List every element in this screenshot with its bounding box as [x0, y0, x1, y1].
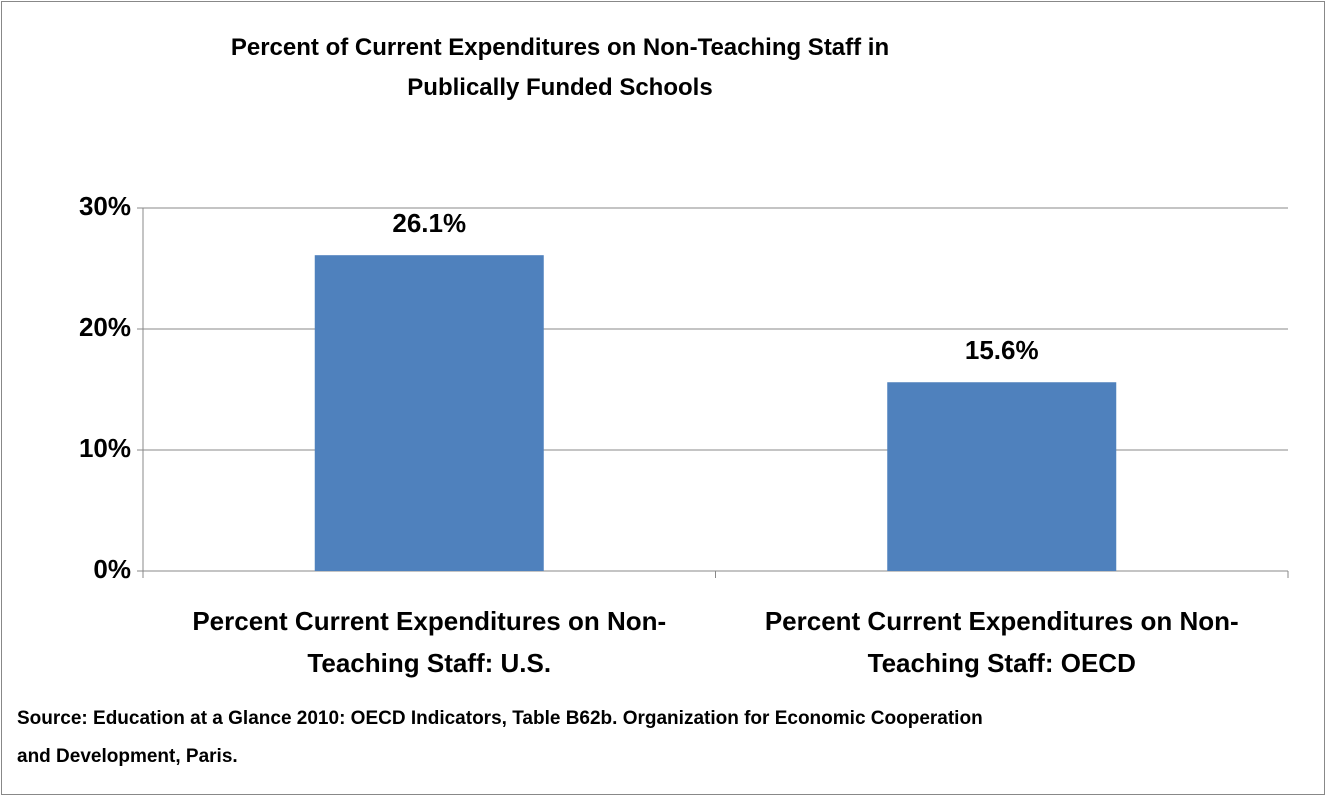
y-tick-label: 10% [79, 433, 131, 463]
bar [314, 255, 544, 571]
chart-title: Percent of Current Expenditures on Non-T… [230, 34, 890, 101]
value-label: 26.1% [392, 208, 466, 238]
y-tick-label: 20% [79, 312, 131, 342]
y-tick-label: 0% [93, 554, 131, 584]
x-tick-label: Percent Current Expenditures on Non-Teac… [192, 606, 667, 678]
source-note: Source: Education at a Glance 2010: OECD… [17, 708, 983, 767]
x-tick-label: Percent Current Expenditures on Non-Teac… [764, 606, 1239, 678]
value-label: 15.6% [965, 335, 1039, 365]
bar [887, 382, 1117, 571]
y-tick-label: 30% [79, 191, 131, 221]
